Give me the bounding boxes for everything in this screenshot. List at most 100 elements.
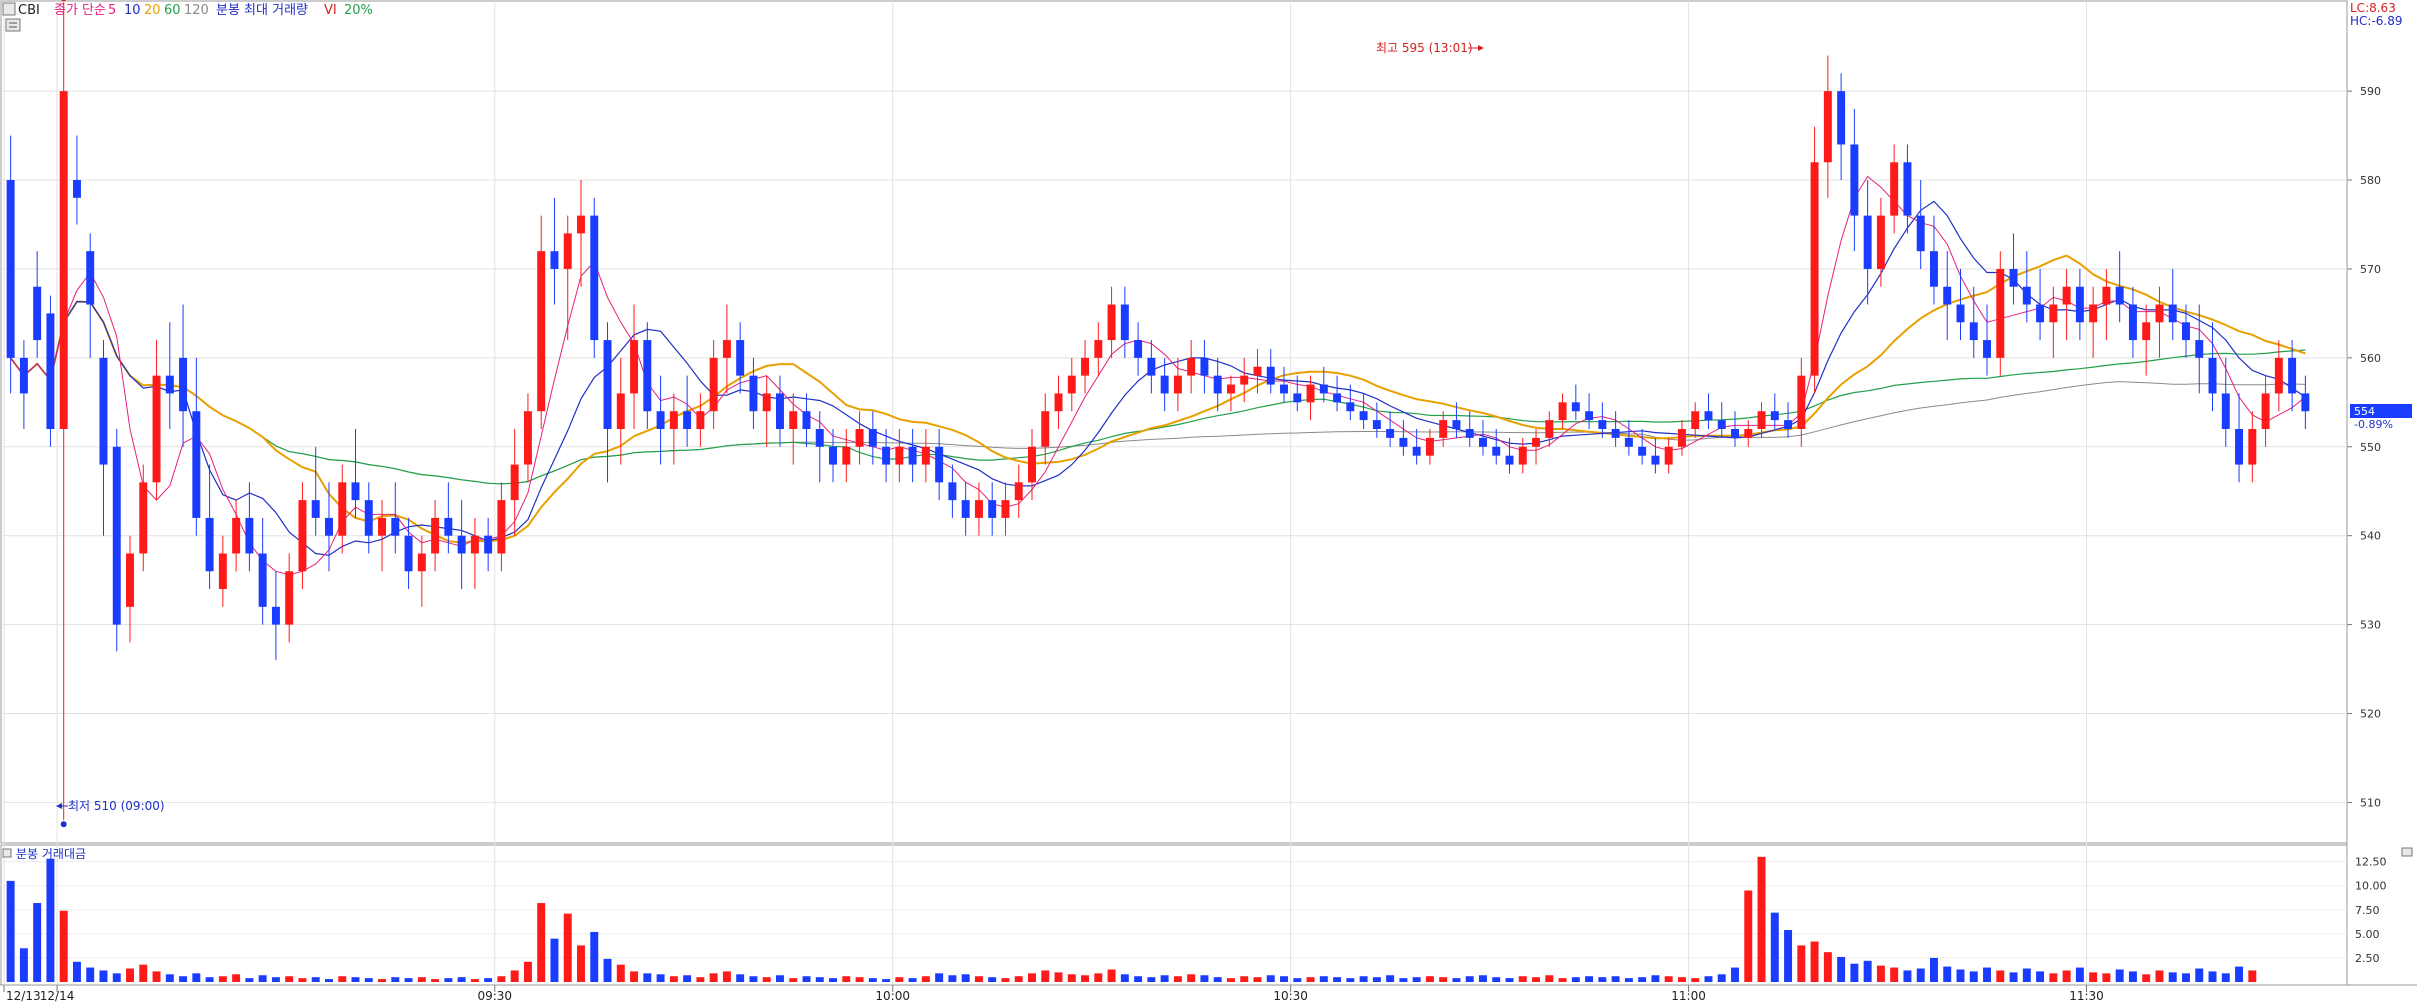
candle-body[interactable]	[669, 411, 678, 429]
volume-bar[interactable]	[324, 979, 333, 982]
candle-body[interactable]	[1863, 215, 1872, 269]
candle-body[interactable]	[484, 535, 493, 554]
volume-bar[interactable]	[378, 979, 387, 982]
volume-bar[interactable]	[112, 973, 121, 982]
volume-bar[interactable]	[1253, 977, 1262, 982]
legend-box-icon[interactable]	[2, 2, 16, 16]
candle-body[interactable]	[1425, 437, 1434, 456]
volume-bar[interactable]	[1505, 978, 1514, 982]
volume-bar[interactable]	[1638, 977, 1647, 982]
volume-bar[interactable]	[2036, 971, 2045, 982]
volume-bar[interactable]	[1452, 978, 1461, 982]
volume-bar[interactable]	[1664, 976, 1673, 982]
volume-bar[interactable]	[258, 975, 267, 982]
candle-body[interactable]	[1704, 411, 1713, 421]
volume-bar[interactable]	[1585, 976, 1594, 982]
candle-body[interactable]	[802, 411, 811, 429]
volume-bar[interactable]	[2155, 970, 2164, 982]
candle-body[interactable]	[1638, 446, 1647, 456]
volume-bar[interactable]	[802, 976, 811, 982]
candle-body[interactable]	[775, 393, 784, 429]
volume-bar[interactable]	[1187, 974, 1196, 982]
volume-bar[interactable]	[2128, 971, 2137, 982]
volume-bar[interactable]	[1545, 975, 1554, 982]
volume-bar[interactable]	[1744, 890, 1753, 982]
volume-bar[interactable]	[457, 977, 466, 982]
candle-body[interactable]	[1452, 420, 1461, 429]
volume-bar[interactable]	[1757, 856, 1766, 982]
candle-body[interactable]	[1598, 420, 1607, 429]
volume-bar[interactable]	[762, 977, 771, 982]
candle-body[interactable]	[1346, 402, 1355, 412]
volume-bar[interactable]	[643, 973, 652, 982]
volume-bar[interactable]	[484, 978, 493, 982]
volume-bar[interactable]	[815, 977, 824, 982]
candle-body[interactable]	[2009, 268, 2018, 287]
volume-bar[interactable]	[510, 970, 519, 982]
candle-body[interactable]	[1067, 375, 1076, 394]
candle-body[interactable]	[908, 446, 917, 465]
volume-bar[interactable]	[895, 977, 904, 982]
menu-icon[interactable]	[5, 18, 21, 32]
candle-body[interactable]	[497, 500, 506, 554]
volume-bar[interactable]	[1346, 978, 1355, 982]
volume-bar[interactable]	[855, 977, 864, 982]
candle-body[interactable]	[2102, 286, 2111, 305]
candle-body[interactable]	[722, 340, 731, 358]
volume-bar[interactable]	[470, 979, 479, 982]
candle-body[interactable]	[2036, 304, 2045, 323]
candle-body[interactable]	[749, 375, 758, 412]
volume-bar[interactable]	[1359, 976, 1368, 982]
candle-body[interactable]	[205, 517, 214, 572]
candle-body[interactable]	[1014, 482, 1023, 501]
candle-body[interactable]	[1492, 446, 1501, 456]
volume-bar[interactable]	[577, 945, 585, 982]
candle-body[interactable]	[6, 180, 15, 358]
volume-bar[interactable]	[1850, 963, 1859, 982]
volume-bar[interactable]	[709, 973, 718, 982]
volume-pane-menu-icon[interactable]	[2401, 847, 2413, 857]
candle-body[interactable]	[829, 446, 838, 465]
candle-body[interactable]	[351, 482, 360, 501]
candle-body[interactable]	[709, 357, 718, 412]
candle-body[interactable]	[1916, 215, 1925, 252]
volume-bar[interactable]	[1717, 974, 1726, 982]
volume-bar[interactable]	[988, 977, 997, 982]
candle-body[interactable]	[550, 251, 559, 269]
volume-bar[interactable]	[1425, 976, 1434, 982]
volume-bar[interactable]	[1571, 977, 1580, 982]
volume-bar[interactable]	[2062, 970, 2071, 982]
candle-body[interactable]	[1929, 251, 1938, 287]
volume-bar[interactable]	[2102, 973, 2111, 982]
candle-body[interactable]	[1505, 455, 1514, 465]
candle-body[interactable]	[1518, 446, 1527, 465]
volume-bar[interactable]	[1319, 976, 1328, 982]
volume-bar[interactable]	[1412, 977, 1421, 982]
volume-bar[interactable]	[775, 975, 784, 982]
volume-bar[interactable]	[218, 976, 227, 982]
candle-body[interactable]	[152, 375, 161, 483]
volume-bar[interactable]	[921, 976, 930, 982]
volume-bar[interactable]	[749, 976, 758, 982]
volume-bar[interactable]	[1810, 941, 1819, 982]
candle-body[interactable]	[1333, 393, 1342, 403]
candle-body[interactable]	[1173, 375, 1182, 394]
candle-body[interactable]	[2142, 322, 2151, 341]
candle-body[interactable]	[139, 482, 148, 554]
candle-body[interactable]	[2128, 304, 2137, 341]
candle-body[interactable]	[1266, 366, 1275, 385]
volume-bar[interactable]	[404, 978, 413, 982]
candle-body[interactable]	[1094, 340, 1103, 358]
volume-bar[interactable]	[1067, 974, 1076, 982]
candle-body[interactable]	[2288, 357, 2297, 394]
volume-bar[interactable]	[1333, 977, 1342, 982]
volume-bar[interactable]	[2115, 969, 2124, 982]
candle-body[interactable]	[179, 357, 188, 412]
volume-bar[interactable]	[72, 961, 81, 982]
volume-bar[interactable]	[1518, 976, 1527, 982]
volume-bar[interactable]	[311, 977, 320, 982]
candle-body[interactable]	[311, 500, 320, 518]
volume-bar[interactable]	[19, 948, 28, 982]
volume-bar[interactable]	[444, 978, 453, 982]
candle-body[interactable]	[258, 553, 267, 607]
